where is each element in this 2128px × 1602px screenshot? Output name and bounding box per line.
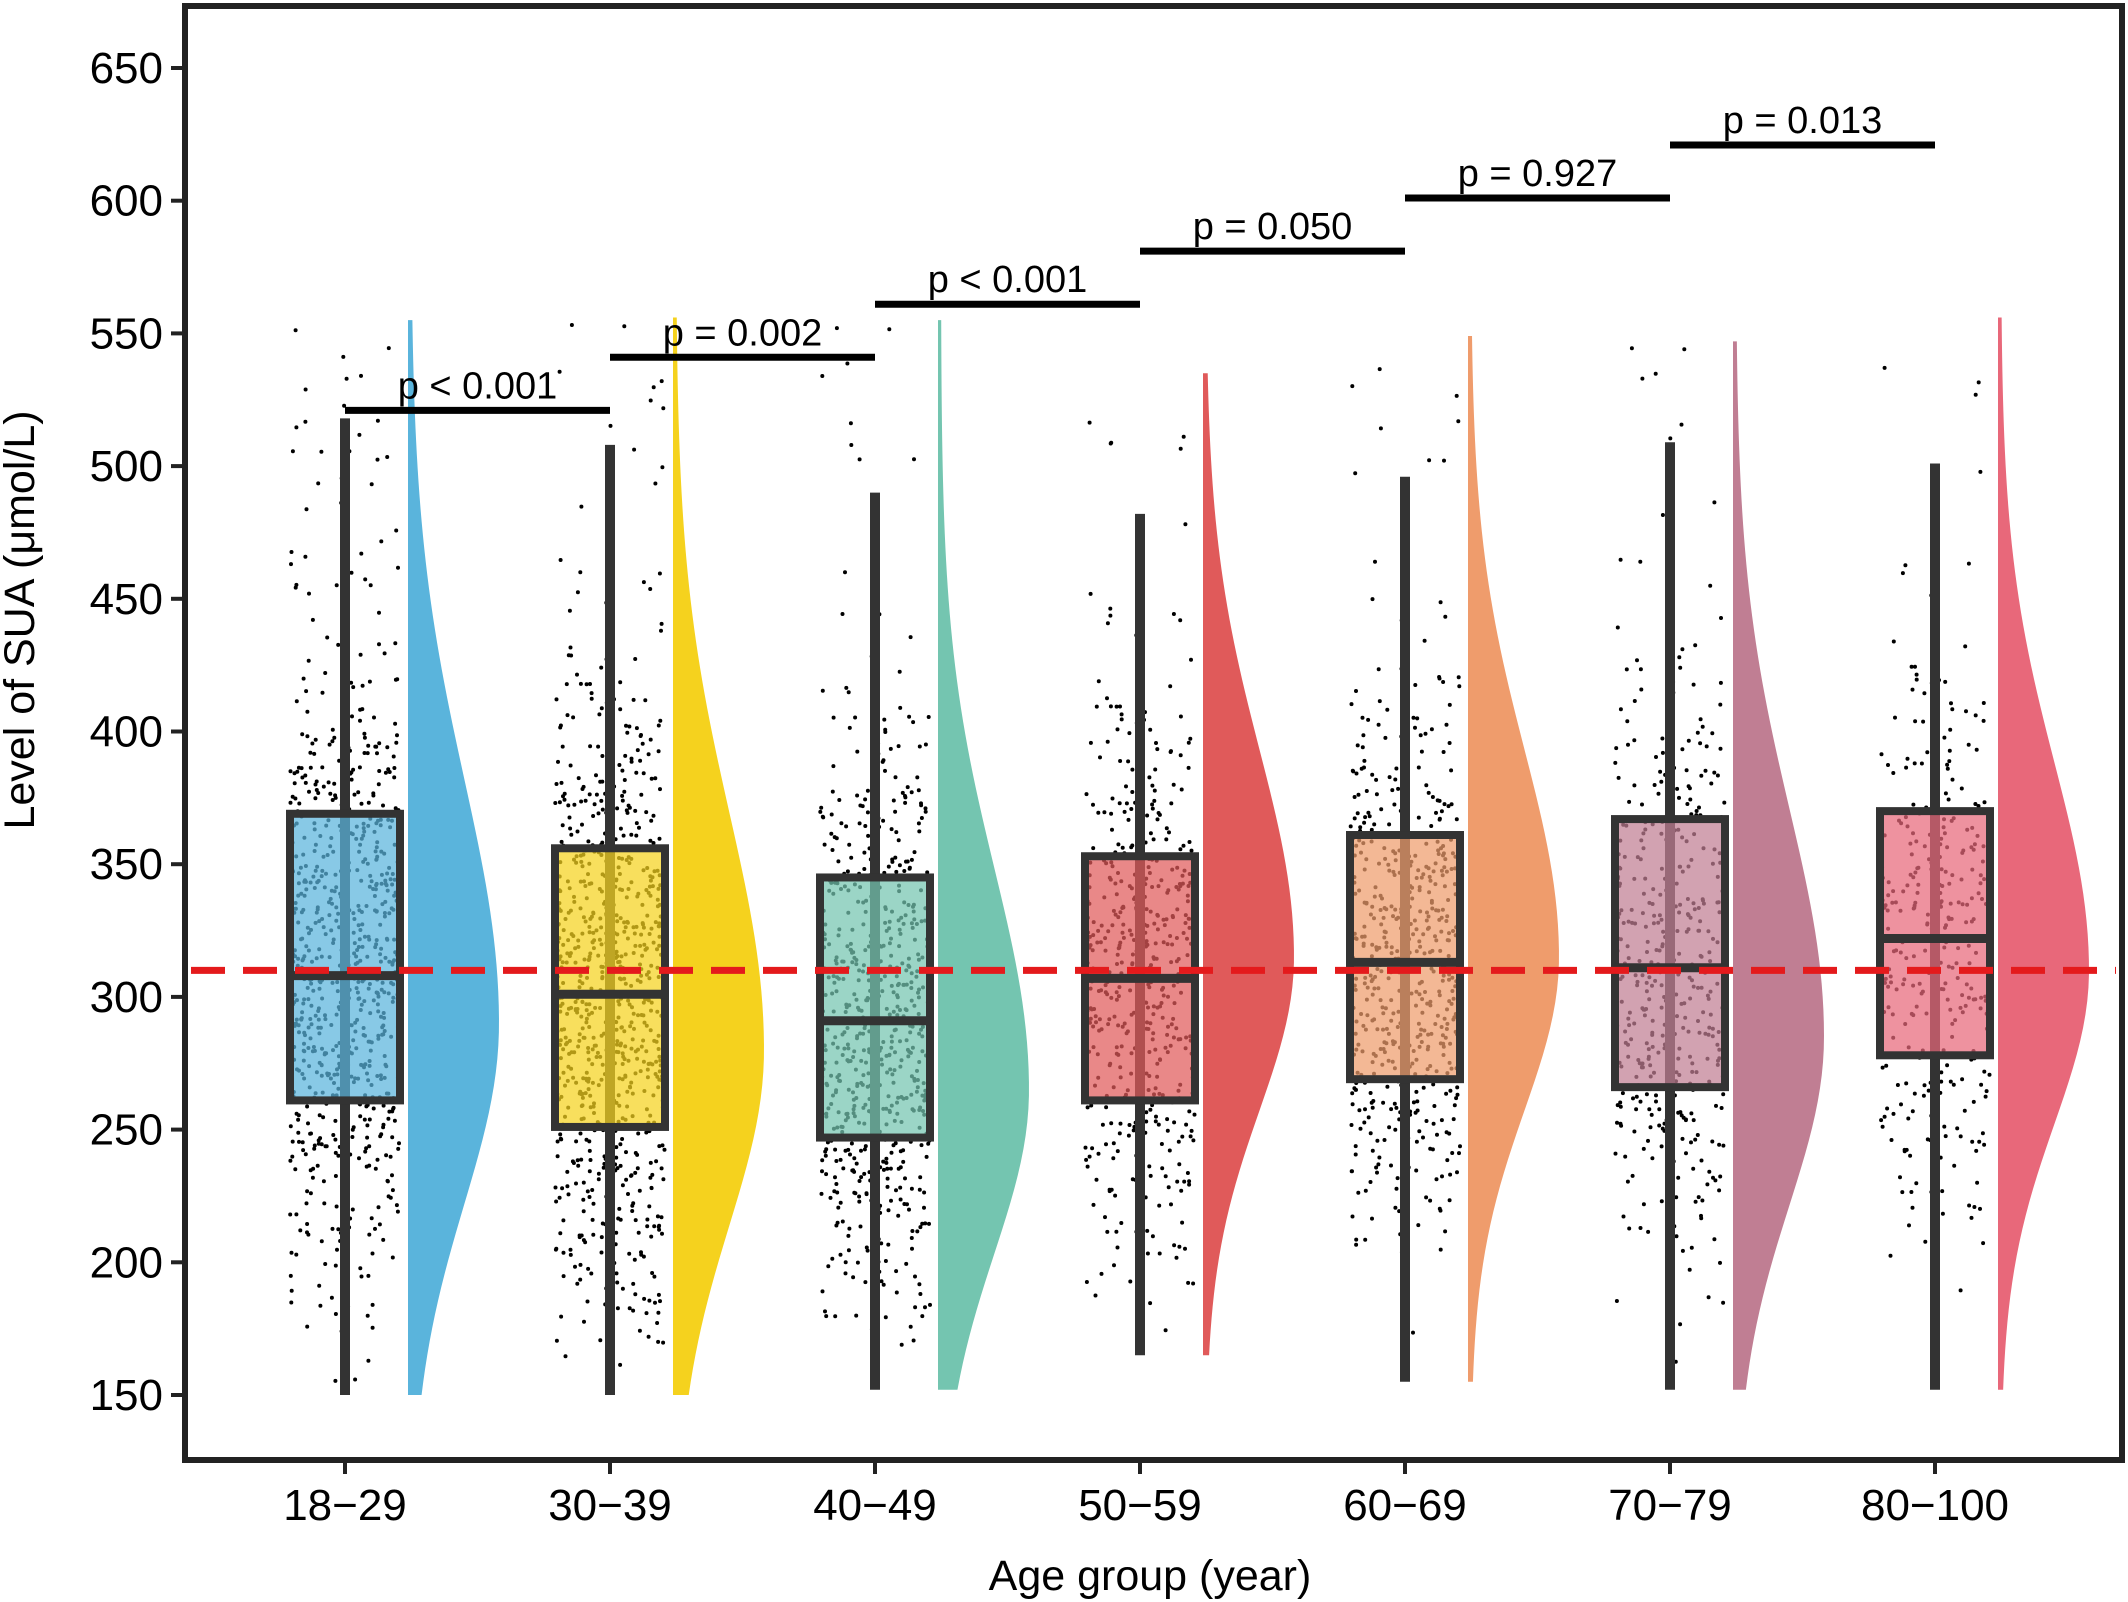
y-tick-label: 450 bbox=[90, 575, 163, 624]
box-iqr bbox=[551, 844, 669, 1131]
box-iqr bbox=[816, 873, 934, 1142]
density-cloud bbox=[1998, 317, 2089, 1390]
y-axis: 150 200 250 300 350 400 450 500 550 600 650 bbox=[90, 44, 185, 1420]
box-iqr bbox=[1876, 807, 1994, 1060]
x-axis: 18−29 30−39 40−49 50−59 60−69 70−79 80−100 bbox=[283, 1460, 2009, 1530]
x-tick-label: 30−39 bbox=[548, 1481, 672, 1530]
plot-panel-border bbox=[182, 3, 2125, 1463]
density-cloud bbox=[1203, 373, 1294, 1356]
x-tick-label: 18−29 bbox=[283, 1481, 407, 1530]
density-cloud bbox=[1733, 341, 1824, 1390]
box-iqr bbox=[1346, 831, 1464, 1084]
x-tick-label: 50−59 bbox=[1078, 1481, 1202, 1530]
boxplot-layer bbox=[286, 418, 1994, 1395]
density-cloud bbox=[938, 320, 1029, 1390]
y-tick-label: 150 bbox=[90, 1371, 163, 1420]
box-iqr bbox=[286, 809, 404, 1105]
density-layer bbox=[408, 317, 2089, 1395]
y-tick-label: 500 bbox=[90, 442, 163, 491]
comparison-p-label: p < 0.001 bbox=[398, 365, 558, 407]
box-iqr bbox=[1611, 815, 1729, 1092]
comparison-p-label: p = 0.050 bbox=[1193, 206, 1353, 248]
x-axis-title: Age group (year) bbox=[989, 1552, 1312, 1600]
y-tick-label: 650 bbox=[90, 44, 163, 93]
y-tick-label: 300 bbox=[90, 973, 163, 1022]
comparison-p-label: p = 0.013 bbox=[1723, 100, 1883, 142]
y-tick-label: 200 bbox=[90, 1238, 163, 1287]
y-tick-label: 600 bbox=[90, 177, 163, 226]
y-tick-label: 250 bbox=[90, 1106, 163, 1155]
x-tick-label: 70−79 bbox=[1608, 1481, 1732, 1530]
comparison-p-label: p = 0.002 bbox=[663, 312, 823, 354]
density-cloud bbox=[408, 320, 499, 1395]
y-axis-title: Level of SUA (μmol/L) bbox=[0, 410, 44, 829]
density-cloud bbox=[673, 317, 764, 1395]
y-tick-label: 350 bbox=[90, 840, 163, 889]
x-tick-label: 60−69 bbox=[1343, 1481, 1467, 1530]
y-tick-label: 400 bbox=[90, 708, 163, 757]
density-cloud bbox=[1468, 336, 1559, 1382]
x-tick-label: 80−100 bbox=[1861, 1481, 2009, 1530]
comparison-p-label: p = 0.927 bbox=[1458, 153, 1618, 195]
x-tick-label: 40−49 bbox=[813, 1481, 937, 1530]
comparison-layer: p < 0.001 p = 0.002 p < 0.001 p = 0.050 p = … bbox=[345, 100, 1935, 414]
y-tick-label: 550 bbox=[90, 309, 163, 358]
comparison-p-label: p < 0.001 bbox=[928, 259, 1088, 301]
